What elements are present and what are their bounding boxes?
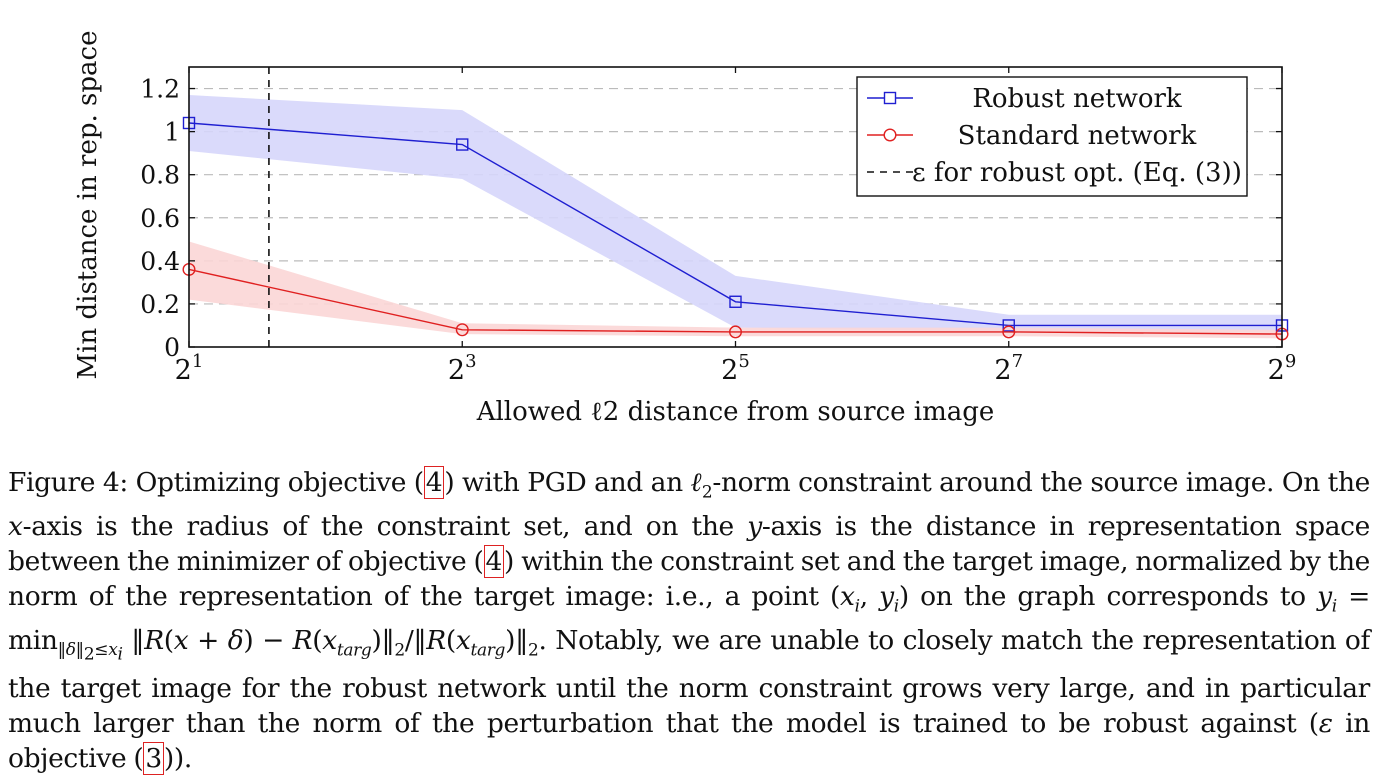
data-point — [729, 295, 742, 308]
legend: Robust network Standard network ε for robu… — [856, 76, 1248, 197]
x-tick-label: 23 — [448, 351, 477, 386]
x-tick-label: 25 — [721, 351, 750, 386]
y-axis-label: Min distance in rep. space — [73, 31, 103, 380]
y-tick-label: 0.4 — [140, 247, 180, 276]
legend-box — [856, 76, 1248, 197]
equation-ref-4[interactable]: 4 — [483, 544, 505, 578]
equation-ref-3[interactable]: 3 — [143, 741, 164, 775]
y-tick-label: 0 — [164, 333, 180, 362]
legend-label: Standard network — [958, 121, 1197, 151]
data-point — [1002, 325, 1016, 339]
x-axis-label: Allowed ℓ2 distance from source image — [476, 397, 995, 427]
confidence-band — [189, 95, 1282, 332]
y-axis-ticks: 0 0.2 0.4 0.6 0.8 1 1.2 — [140, 75, 1282, 362]
x-axis-ticks: 21 23 25 27 29 — [175, 67, 1297, 386]
y-tick-label: 0.8 — [140, 161, 180, 190]
data-point — [456, 138, 469, 151]
data-point — [455, 323, 469, 337]
y-tick-label: 0.6 — [140, 204, 180, 233]
y-tick-label: 1 — [164, 118, 180, 147]
y-tick-label: 1.2 — [140, 75, 180, 104]
y-tick-label: 0.2 — [140, 290, 180, 319]
series-line — [188, 268, 1283, 335]
confidence-bands — [189, 95, 1282, 339]
legend-label: ε for robust opt. (Eq. (3)) — [912, 158, 1242, 188]
figure-caption: Figure 4: Optimizing objective (4) with … — [8, 466, 1371, 775]
legend-label: Robust network — [972, 84, 1182, 114]
equation-ref-4[interactable]: 4 — [423, 466, 445, 499]
legend-marker — [883, 128, 897, 142]
x-tick-label: 27 — [994, 351, 1023, 386]
x-tick-label: 29 — [1268, 351, 1297, 386]
data-point — [1002, 319, 1015, 332]
series-line — [188, 122, 1282, 327]
line-chart: 0 0.2 0.4 0.6 0.8 1 1.2 21 23 25 27 29 Min distanc… — [73, 31, 1297, 427]
x-tick-label: 21 — [175, 351, 204, 386]
legend-marker — [883, 91, 897, 105]
data-point — [729, 325, 743, 339]
